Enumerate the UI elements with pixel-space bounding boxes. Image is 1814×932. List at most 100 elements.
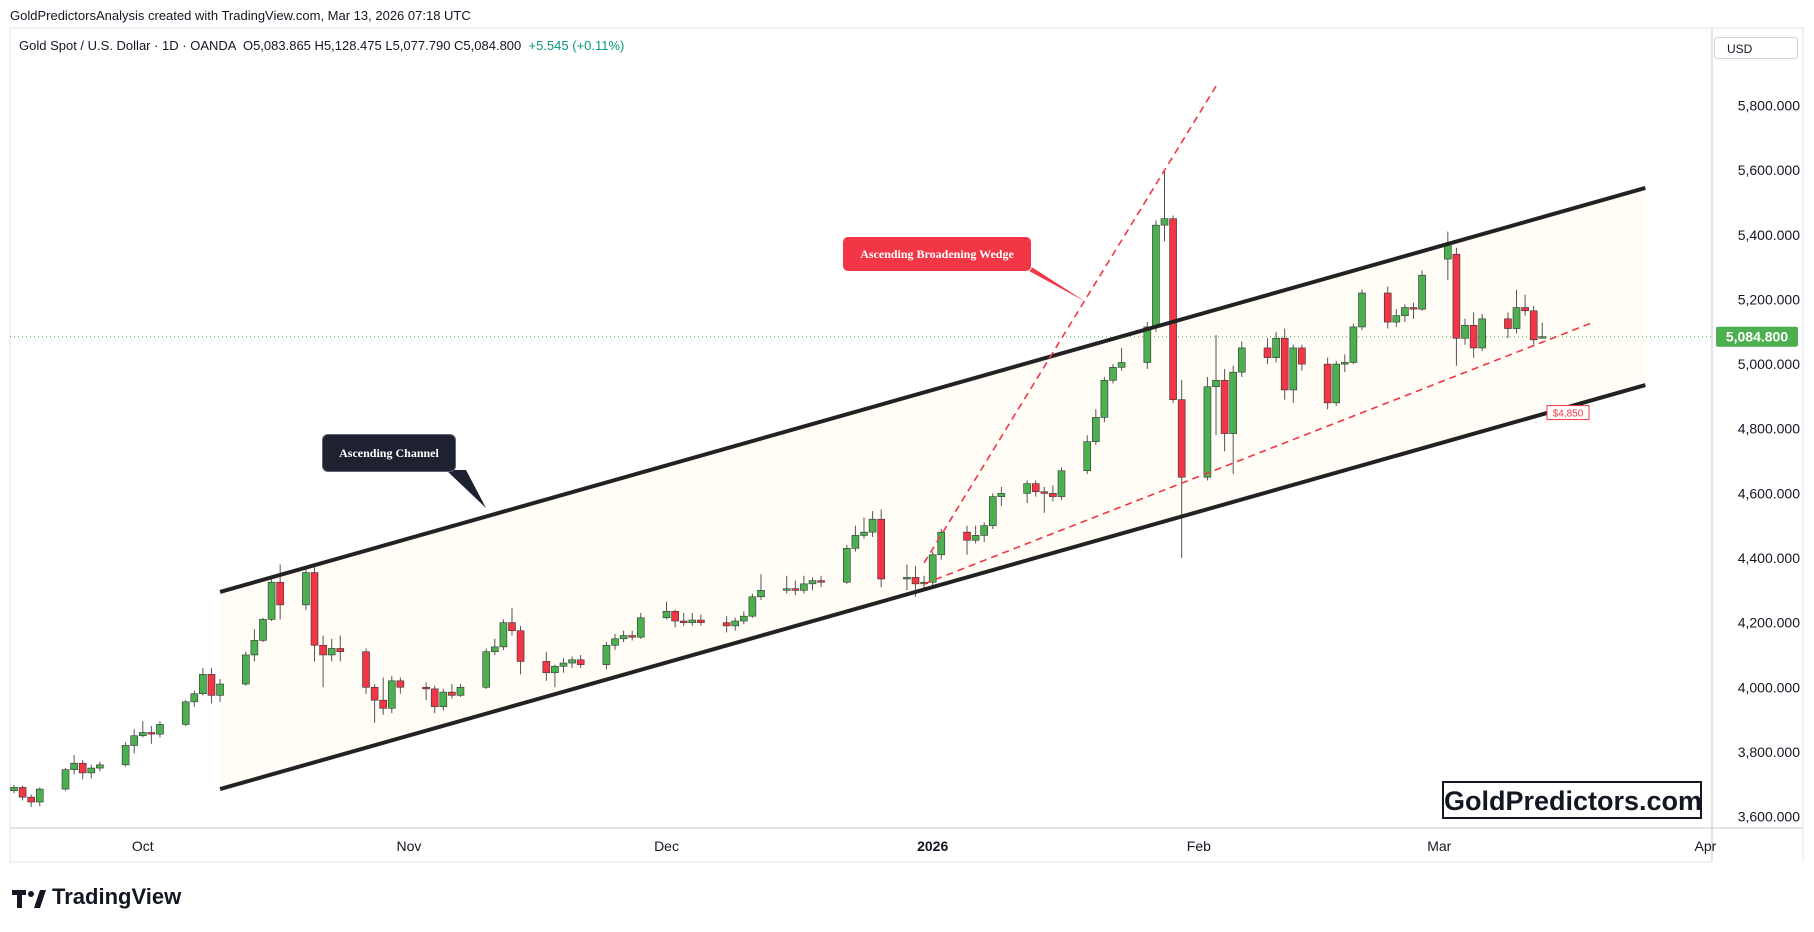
candle-up <box>980 525 989 536</box>
tradingview-logo[interactable]: TradingView <box>12 884 181 910</box>
broadening-wedge-callout: Ascending Broadening Wedge <box>842 236 1032 272</box>
candle-up <box>259 619 267 641</box>
candle-down <box>1383 292 1392 323</box>
candle-up <box>619 635 628 640</box>
price-tick-label: 3,800.000 <box>1738 744 1800 760</box>
candle-up <box>1212 379 1220 388</box>
candle-up <box>61 769 70 790</box>
candle-down <box>911 577 920 585</box>
candle-up <box>782 588 791 591</box>
time-tick-label: Mar <box>1427 838 1451 854</box>
currency-selector[interactable]: USD <box>1714 37 1798 59</box>
price-tick-label: 5,000.000 <box>1738 356 1800 372</box>
candle-down <box>396 680 405 688</box>
candle-up <box>1100 379 1109 418</box>
candle-up <box>1272 337 1280 358</box>
candle-up <box>456 686 465 696</box>
candle-up <box>35 788 44 803</box>
candle-down <box>516 630 525 662</box>
ascending-channel-callout: Ascending Channel <box>322 434 456 472</box>
candle-up <box>748 596 757 617</box>
candle-down <box>576 659 585 665</box>
price-tick-label: 4,200.000 <box>1738 615 1800 631</box>
candle-up <box>1332 363 1341 404</box>
candle-down <box>1469 325 1478 349</box>
candle-up <box>499 622 508 648</box>
candle-up <box>156 724 164 735</box>
candle-up <box>808 580 817 585</box>
candle-up <box>439 691 448 707</box>
candle-up <box>551 665 559 674</box>
candle-up <box>731 620 740 627</box>
candle-down <box>1263 347 1272 358</box>
ohlc-values: O5,083.865 H5,128.475 L5,077.790 C5,084.… <box>242 38 522 53</box>
candle-up <box>267 581 276 620</box>
candle-up <box>1237 347 1246 373</box>
chart-attribution: GoldPredictorsAnalysis created with Trad… <box>10 8 471 23</box>
candle-down <box>628 635 636 638</box>
candle-up <box>1023 483 1031 494</box>
candle-up <box>568 659 576 664</box>
candle-down <box>448 691 456 696</box>
candle-down <box>1220 379 1229 434</box>
tradingview-logo-icon <box>12 888 46 908</box>
candle-up <box>903 577 911 580</box>
candle-up <box>1152 224 1160 328</box>
price-tick-label: 4,600.000 <box>1738 485 1800 501</box>
candle-up <box>70 762 78 770</box>
candle-down <box>336 648 345 653</box>
candle-up <box>1461 325 1469 339</box>
candle-up <box>1160 218 1169 226</box>
candle-up <box>250 640 259 656</box>
candle-up <box>611 638 619 646</box>
candle-down <box>1280 337 1289 391</box>
price-tick-label: 4,400.000 <box>1738 550 1800 566</box>
price-tick-label: 5,200.000 <box>1738 291 1800 307</box>
candle-up <box>1109 367 1117 381</box>
candle-up <box>602 644 611 665</box>
candle-down <box>310 572 319 646</box>
candle-up <box>1358 292 1366 328</box>
candle-up <box>843 548 851 583</box>
candle-down <box>679 620 688 623</box>
candle-up <box>559 662 568 667</box>
candle-down <box>78 762 87 774</box>
candle-down <box>1049 493 1057 497</box>
level-tag: $4,850 <box>1546 405 1590 421</box>
candle-down <box>1452 253 1461 339</box>
wedge-callout-pointer <box>1020 266 1086 302</box>
candle-down <box>276 581 284 606</box>
price-tick-label: 5,600.000 <box>1738 162 1800 178</box>
candle-down <box>817 580 825 583</box>
candle-down <box>379 699 387 709</box>
candle-up <box>739 615 748 622</box>
candle-up <box>971 535 980 541</box>
candle-up <box>87 767 96 774</box>
tradingview-logo-text: TradingView <box>52 884 182 909</box>
candle-down <box>791 588 800 591</box>
price-tick-label: 4,000.000 <box>1738 679 1800 695</box>
candle-up <box>10 787 18 791</box>
symbol-legend: Gold Spot / U.S. Dollar · 1D · OANDA O5,… <box>19 38 624 53</box>
candle-up <box>387 680 396 709</box>
level-tag-box <box>1546 405 1590 421</box>
candle-up <box>636 617 645 638</box>
candle-down <box>207 674 216 696</box>
candle-down <box>542 661 551 674</box>
last-price-tag-box <box>1716 326 1798 347</box>
price-change: +5.545 (+0.11%) <box>528 38 625 53</box>
candle-up <box>662 611 671 619</box>
time-tick-label: 2026 <box>917 838 948 854</box>
candle-up <box>491 646 499 653</box>
candle-down <box>422 686 430 690</box>
candle-up <box>1057 470 1066 497</box>
candle-down <box>370 686 379 701</box>
last-price-tag-label: 5,084.800 <box>1726 329 1788 345</box>
price-tick-label: 5,400.000 <box>1738 227 1800 243</box>
candle-down <box>963 531 971 541</box>
channel-fill <box>220 187 1646 790</box>
price-tick-label: 5,800.000 <box>1738 98 1800 114</box>
candle-up <box>1401 307 1409 316</box>
candle-down <box>1521 307 1529 312</box>
